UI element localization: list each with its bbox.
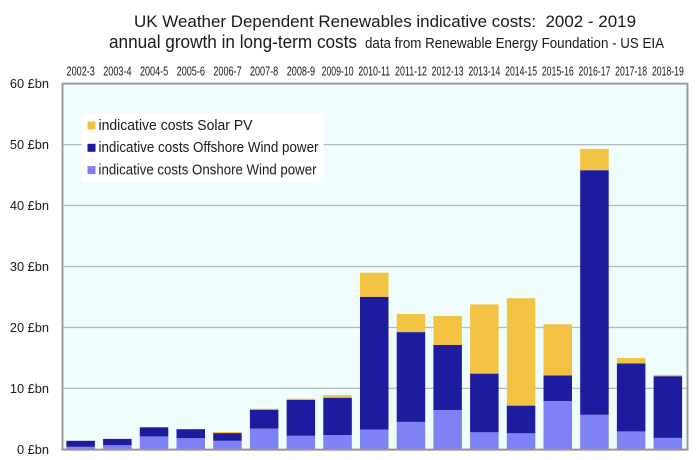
svg-text:UK Weather Dependent Renewable: UK Weather Dependent Renewables indicati…	[134, 13, 636, 31]
svg-text:2005-6: 2005-6	[177, 64, 205, 79]
svg-text:annual growth in long-term cos: annual growth in long-term costs	[109, 32, 357, 52]
svg-text:2008-9: 2008-9	[287, 64, 315, 79]
svg-text:2003-4: 2003-4	[103, 64, 131, 79]
svg-text:2006-7: 2006-7	[213, 64, 241, 79]
svg-text:60 £bn: 60 £bn	[10, 76, 49, 91]
svg-text:2013-14: 2013-14	[468, 64, 500, 79]
svg-text:2004-5: 2004-5	[140, 64, 168, 79]
svg-text:2011-12: 2011-12	[395, 64, 427, 79]
svg-text:2017-18: 2017-18	[615, 64, 647, 79]
svg-text:40 £bn: 40 £bn	[10, 198, 49, 213]
svg-text:indicative costs Onshore Wind: indicative costs Onshore Wind power	[99, 162, 317, 178]
svg-text:2010-11: 2010-11	[358, 64, 390, 79]
svg-text:50 £bn: 50 £bn	[10, 137, 49, 152]
svg-text:10 £bn: 10 £bn	[10, 381, 49, 396]
svg-text:30 £bn: 30 £bn	[10, 259, 49, 274]
svg-text:indicative costs Solar PV: indicative costs Solar PV	[99, 118, 253, 134]
svg-text:2012-13: 2012-13	[432, 64, 464, 79]
svg-text:2002-3: 2002-3	[67, 64, 95, 79]
svg-text:2015-16: 2015-16	[542, 64, 574, 79]
svg-text:2014-15: 2014-15	[505, 64, 537, 79]
svg-text:2009-10: 2009-10	[322, 64, 354, 79]
svg-text:2016-17: 2016-17	[579, 64, 611, 79]
svg-text:0 £bn: 0 £bn	[17, 442, 49, 457]
svg-text:2007-8: 2007-8	[250, 64, 278, 79]
svg-text:data from Renewable Energy Fou: data from Renewable Energy Foundation - …	[365, 36, 664, 52]
svg-text:20 £bn: 20 £bn	[10, 320, 49, 335]
svg-text:2018-19: 2018-19	[652, 64, 684, 79]
svg-text:indicative costs Offshore Wind: indicative costs Offshore Wind power	[99, 140, 319, 156]
